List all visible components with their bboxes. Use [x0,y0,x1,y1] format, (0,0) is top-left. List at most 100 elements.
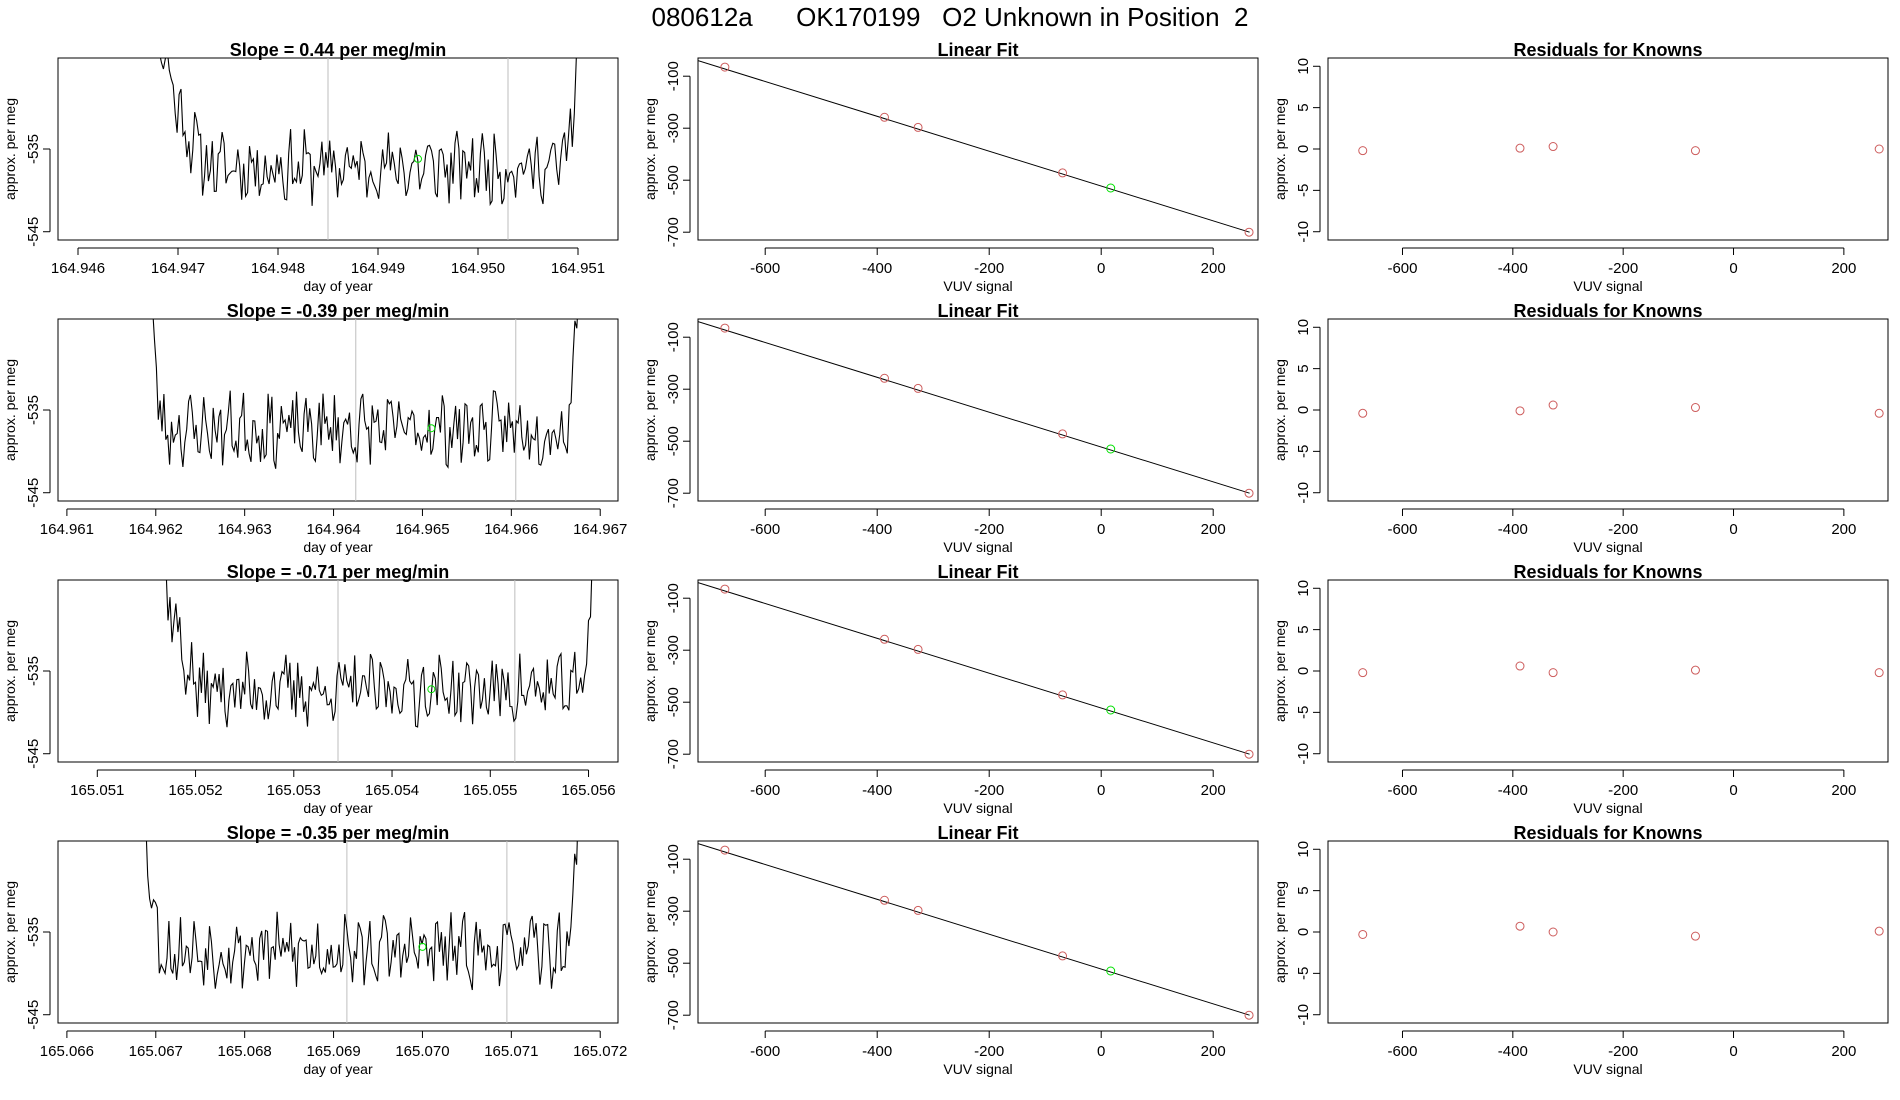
y-tick-label: -5 [1295,184,1312,197]
residual-point [1358,929,1368,939]
x-tick-label: 165.067 [129,1043,183,1060]
x-tick-label: 164.963 [218,521,272,538]
x-tick-label: 164.961 [40,521,94,538]
y-tick-label: -10 [1295,221,1312,243]
chart-panel-1-1: Linear Fit -600 -400 -200 0 200 VUV signal -100… [642,301,1259,555]
residual-point [1548,927,1558,937]
y-tick-label: -535 [25,656,42,686]
x-tick-label: 164.951 [551,260,605,277]
x-tick-label: -400 [1498,782,1528,799]
known-point [879,373,889,383]
residual-point [1548,142,1558,152]
y-tick-label: -545 [25,1000,42,1030]
x-tick-label: -200 [1608,782,1638,799]
unknown-point [427,685,436,694]
run-id: 080612a [651,2,753,32]
known-point [1244,749,1254,759]
x-tick-label: 0 [1729,260,1737,277]
y-tick-label: -10 [1295,1004,1312,1026]
x-axis-label: VUV signal [1573,278,1642,294]
chart-title: Slope = 0.44 per meg/min [230,40,447,60]
x-tick-label: -600 [1387,260,1417,277]
y-axis-label: approx. per meg [642,620,658,722]
unknown-point [1106,444,1116,454]
y-tick-label: -100 [665,61,682,91]
y-tick-label: 10 [1295,58,1312,75]
y-tick-label: -500 [665,165,682,195]
x-tick-label: 0 [1729,782,1737,799]
x-tick-label: 200 [1831,260,1856,277]
residual-point [1548,400,1558,410]
x-tick-label: -600 [750,1043,780,1060]
y-tick-label: -300 [665,635,682,665]
x-axis-label: VUV signal [943,539,1012,555]
plot-area [165,580,593,762]
y-tick-label: 5 [1295,364,1312,372]
x-tick-label: -200 [974,1043,1004,1060]
x-tick-label: 164.965 [395,521,449,538]
y-axis-label: approx. per meg [1272,98,1288,200]
residual-point [1515,406,1525,416]
fit-line [698,582,1250,755]
x-tick-label: 0 [1097,260,1105,277]
plot-area [698,582,1254,759]
y-tick-label: -700 [665,217,682,247]
y-tick-label: -100 [665,322,682,352]
plot-frame [1327,57,1889,241]
unknown-point [427,424,436,433]
x-tick-label: 165.072 [573,1043,627,1060]
x-tick-label: -200 [1608,260,1638,277]
y-tick-label: 0 [1295,406,1312,414]
known-point [1244,488,1254,498]
residual-point [1515,921,1525,931]
x-tick-label: 164.950 [451,260,505,277]
known-point [879,895,889,905]
x-tick-label: -400 [1498,260,1528,277]
y-tick-label: 0 [1295,145,1312,153]
y-tick-label: 5 [1295,625,1312,633]
chart-panel-3-0: Slope = -0.35 per meg/min 165.066 165.067 1… [2,823,627,1077]
plot-frame [57,57,619,241]
x-tick-label: -600 [1387,782,1417,799]
x-axis-label: VUV signal [1573,1061,1642,1077]
x-tick-label: 0 [1729,521,1737,538]
x-tick-label: 165.052 [168,782,222,799]
x-tick-label: -200 [1608,521,1638,538]
x-tick-label: 0 [1097,782,1105,799]
x-tick-label: -400 [862,1043,892,1060]
x-tick-label: 164.966 [484,521,538,538]
y-tick-label: -700 [665,1000,682,1030]
unknown-point [1106,705,1116,715]
residual-point [1874,144,1884,154]
x-axis-label: VUV signal [943,278,1012,294]
known-point [1058,168,1068,178]
x-tick-label: 164.947 [151,260,205,277]
x-tick-label: -600 [750,521,780,538]
x-tick-label: 165.069 [306,1043,360,1060]
y-tick-label: -100 [665,583,682,613]
x-tick-label: -600 [750,782,780,799]
chart-title: Residuals for Knowns [1513,301,1702,321]
x-tick-label: 200 [1201,782,1226,799]
plot-frame [697,579,1259,763]
y-tick-label: 5 [1295,886,1312,894]
y-tick-label: -545 [25,217,42,247]
x-tick-label: 165.055 [463,782,517,799]
residual-point [1358,146,1368,156]
x-tick-label: 200 [1831,521,1856,538]
x-tick-label: 165.054 [365,782,419,799]
known-point [913,644,923,654]
known-point [1058,429,1068,439]
chart-panel-0-2: Residuals for Knowns -600 -400 -200 0 200 VUV … [1272,40,1889,294]
plot-area [698,60,1254,237]
residual-point [1690,665,1700,675]
chart-panel-2-0: Slope = -0.71 per meg/min 165.051 165.052 1… [2,562,619,816]
residual-point [1515,661,1525,671]
o2-series-line [159,58,577,207]
x-tick-label: -400 [862,782,892,799]
residual-point [1874,926,1884,936]
unknown-point [1106,183,1116,193]
plot-frame [57,840,619,1024]
x-tick-label: -600 [750,260,780,277]
y-tick-label: -100 [665,844,682,874]
